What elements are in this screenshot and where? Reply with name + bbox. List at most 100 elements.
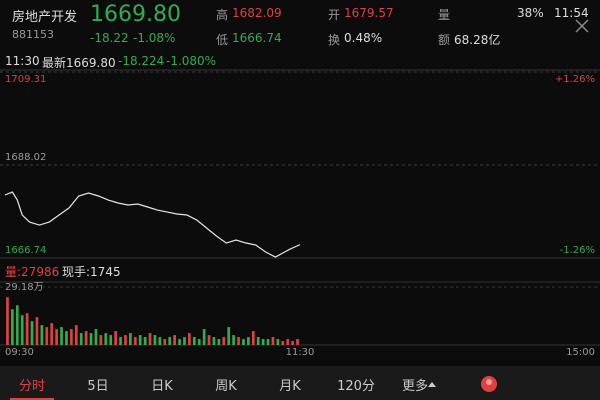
volume-bar bbox=[271, 337, 275, 345]
turnover-label: 换 bbox=[328, 33, 341, 47]
price: 1669.80 bbox=[90, 2, 181, 27]
volume-bar bbox=[138, 335, 142, 345]
stock-name: 房地产开发 bbox=[12, 10, 78, 25]
volume-bar bbox=[20, 315, 24, 345]
volume-bar bbox=[99, 335, 103, 345]
volume-bar bbox=[247, 337, 250, 345]
volume-bar bbox=[89, 333, 93, 345]
intraday-chart: 1666.74 1688.02 1709.31 -1.26% +1.26% 29.18万 0… bbox=[0, 69, 600, 358]
volume-bar bbox=[114, 331, 117, 345]
volume-bar bbox=[178, 339, 181, 345]
change-pct: -1.08% bbox=[133, 31, 176, 45]
stock-code: 881153 bbox=[12, 28, 54, 41]
volume-bar bbox=[129, 333, 132, 345]
volume-bar bbox=[242, 339, 245, 345]
volume-bar bbox=[173, 335, 176, 345]
volume-bar bbox=[281, 341, 285, 345]
volume-bar bbox=[251, 331, 255, 345]
price-line bbox=[4, 191, 301, 258]
volume-bar bbox=[15, 305, 19, 345]
tab[interactable]: 更多 bbox=[401, 379, 428, 394]
volume-bar bbox=[158, 337, 162, 345]
volume-bar bbox=[143, 337, 147, 345]
open-label: 开 bbox=[328, 8, 341, 22]
tab[interactable]: 5日 bbox=[87, 379, 109, 394]
record-icon[interactable] bbox=[478, 372, 500, 396]
battery: 38% bbox=[517, 6, 544, 20]
volume-bar bbox=[217, 339, 221, 345]
volume-bar bbox=[212, 337, 216, 345]
tab[interactable]: 120分 bbox=[337, 379, 375, 394]
close-button[interactable] bbox=[574, 18, 590, 34]
amount-label: 额 bbox=[438, 33, 451, 47]
volume-bar bbox=[84, 331, 88, 345]
tab[interactable]: 日K bbox=[151, 379, 173, 394]
tab-underline bbox=[10, 398, 54, 400]
tab[interactable]: 月K bbox=[279, 379, 301, 394]
turnover: 0.48% bbox=[344, 31, 383, 45]
volume-bar bbox=[227, 327, 231, 345]
volume-bar bbox=[296, 339, 299, 345]
cursor-time: 11:30 bbox=[5, 54, 40, 68]
volume-bar bbox=[60, 327, 63, 345]
volume-bar bbox=[133, 337, 137, 345]
volume-bar bbox=[65, 331, 68, 345]
volume-bar bbox=[232, 335, 235, 345]
tab[interactable]: 周K bbox=[215, 379, 237, 394]
volume-bar bbox=[256, 337, 260, 345]
volume-bar bbox=[183, 337, 186, 345]
volume-value: 量:27986 bbox=[5, 265, 60, 279]
cursor-change-pct: -1.080% bbox=[166, 54, 217, 68]
volume-label: 量 bbox=[438, 8, 451, 22]
volume-bar bbox=[192, 337, 196, 345]
volume-bar bbox=[168, 337, 172, 345]
volume-bar bbox=[30, 321, 34, 345]
y2-tick-label: -1.26% bbox=[560, 245, 595, 256]
more-arrow bbox=[428, 382, 436, 387]
high-label: 高 bbox=[216, 8, 229, 22]
y-tick-label: 1666.74 bbox=[5, 245, 46, 256]
volume-bar bbox=[25, 313, 29, 345]
tab[interactable]: 分时 bbox=[18, 379, 45, 394]
volume-bar bbox=[40, 325, 44, 345]
volume-bar bbox=[119, 337, 122, 345]
low: 1666.74 bbox=[232, 31, 282, 45]
volume-bar bbox=[261, 339, 265, 345]
cursor-latest: 最新1669.80 bbox=[42, 56, 116, 70]
volume-bar bbox=[148, 333, 152, 345]
y-tick-label: 1709.31 bbox=[5, 74, 46, 85]
change: -18.22 bbox=[90, 31, 129, 45]
volume-bar bbox=[11, 309, 14, 345]
volume-bar bbox=[45, 327, 49, 345]
volume-bar bbox=[124, 335, 127, 345]
volume-bar bbox=[207, 335, 211, 345]
volume-bar bbox=[266, 339, 270, 345]
x-tick-label: 15:00 bbox=[566, 347, 595, 358]
volume-bar bbox=[6, 297, 9, 345]
x-tick-label: 09:30 bbox=[5, 347, 34, 358]
y2-tick-label: +1.26% bbox=[555, 74, 595, 85]
high: 1682.09 bbox=[232, 6, 282, 20]
volume-bar bbox=[50, 323, 54, 345]
volume-bar bbox=[197, 339, 201, 345]
volume-bar bbox=[94, 329, 98, 345]
volume-bar bbox=[276, 339, 280, 345]
volume-bar bbox=[163, 339, 167, 345]
volume-bar bbox=[74, 325, 78, 345]
open: 1679.57 bbox=[344, 6, 394, 20]
volume-bar bbox=[286, 339, 290, 345]
volume-bar bbox=[70, 329, 73, 345]
amount: 68.28亿 bbox=[454, 33, 501, 47]
volume-bar bbox=[55, 329, 58, 345]
volume-bar bbox=[153, 335, 157, 345]
x-tick-label: 11:30 bbox=[286, 347, 315, 358]
volume-bar bbox=[188, 333, 191, 345]
volume-bar bbox=[237, 337, 240, 345]
cursor-change: -18.224 bbox=[118, 54, 165, 68]
volume-bar bbox=[79, 333, 83, 345]
volume-bar bbox=[202, 329, 206, 345]
low-label: 低 bbox=[216, 33, 229, 47]
tab-bar: 分时 5日 日K 周K 月K 120分 更多 bbox=[0, 366, 600, 400]
current-hand: 现手:1745 bbox=[62, 265, 121, 279]
